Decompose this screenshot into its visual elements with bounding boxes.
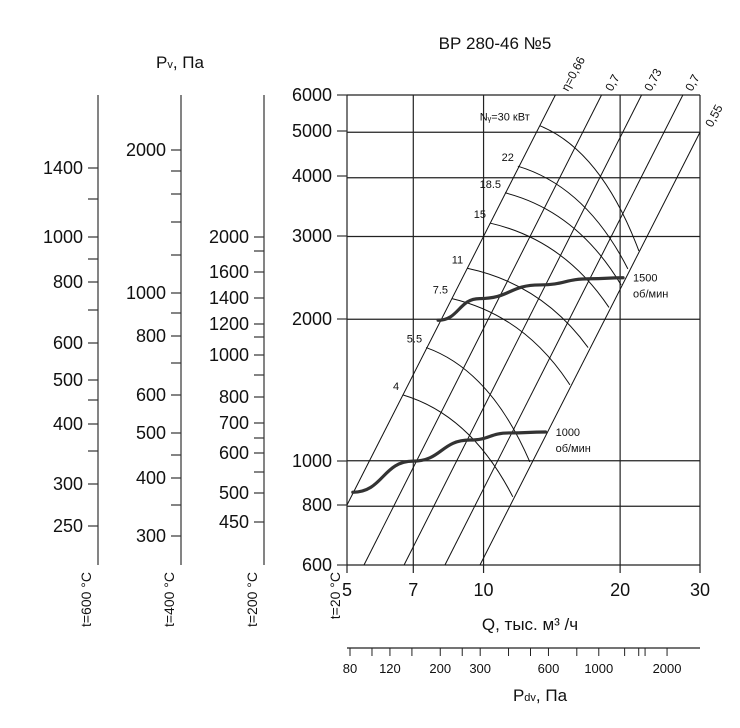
scale-tick-label: 600: [53, 333, 83, 353]
scale-tick-label: 300: [136, 526, 166, 546]
scale-tick-label: 1000: [292, 451, 332, 471]
scale-tick-label: 250: [53, 516, 83, 536]
efficiency-label: 0,7: [602, 72, 622, 94]
temperature-scale: 1400 1000 800 600 500 400 300 250 t=600 °C: [43, 95, 99, 627]
efficiency-label: 0,73: [641, 66, 664, 93]
scale-tick-label: 2000: [126, 140, 166, 160]
power-label: Nᵧ=30 кВт: [480, 112, 530, 124]
x-tick-label: 30: [690, 580, 710, 600]
x-axis-label: Q, тыс. м³ /ч: [482, 615, 578, 634]
power-label: 4: [393, 381, 399, 393]
scale-tick-label: 800: [136, 326, 166, 346]
scale-tick-label: 1400: [209, 288, 249, 308]
power-curve: [467, 267, 589, 348]
speed-label: 1000: [556, 427, 580, 439]
power-label: 22: [502, 152, 514, 164]
scale-tick-label: 300: [53, 474, 83, 494]
speed-label: 1500: [633, 273, 657, 285]
pdv-tick-label: 1000: [584, 661, 613, 676]
efficiency-line: [403, 94, 643, 566]
scale-tick-label: 600: [302, 555, 332, 575]
power-label: 5.5: [407, 334, 422, 346]
scale-tick-label: 1600: [209, 262, 249, 282]
scale-tick-label: 1000: [209, 345, 249, 365]
power-curve: [517, 165, 629, 270]
pdv-scale: 80 120 200 300 600 1000 2000: [343, 647, 700, 676]
power-label: 18.5: [480, 179, 501, 191]
efficiency-line: [444, 94, 684, 566]
scale-tick-label: 4000: [292, 166, 332, 186]
scale-tick-label: 400: [53, 414, 83, 434]
chart-title: ВР 280-46 №5: [439, 34, 552, 53]
pdv-tick-label: 120: [379, 661, 401, 676]
efficiency-label: 0,55: [702, 102, 725, 129]
scale-tick-label: 2000: [292, 309, 332, 329]
power-label: 11: [452, 254, 463, 266]
efficiency-label: 0,7: [682, 72, 702, 94]
scale-tick-label: 400: [136, 468, 166, 488]
power-curve: [451, 298, 571, 386]
grid: 5 7 10 20 30: [342, 94, 710, 600]
scale-temperature-label: t=200 °C: [244, 572, 260, 627]
x-tick-label: 7: [408, 580, 418, 600]
efficiency-label: η=0,66: [558, 54, 588, 94]
x-tick-label: 20: [610, 580, 630, 600]
power-curve: [539, 125, 640, 252]
power-curve: [489, 222, 610, 308]
scale-tick-label: 6000: [292, 85, 332, 105]
pv-axis-label: Pv, Па: [156, 53, 205, 72]
speed-curve: [436, 276, 625, 322]
pdv-tick-label: 2000: [653, 661, 682, 676]
scale-tick-label: 450: [219, 512, 249, 532]
power-curve: [403, 394, 514, 498]
power-label: 15: [474, 209, 486, 221]
power-label: 7.5: [433, 285, 448, 297]
scale-tick-label: 700: [219, 413, 249, 433]
speed-label-unit: об/мин: [556, 443, 591, 455]
efficiency-line: [363, 94, 602, 566]
pdv-tick-label: 80: [343, 661, 357, 676]
scale-tick-label: 500: [53, 370, 83, 390]
scale-tick-label: 500: [136, 423, 166, 443]
speed-curves: 1500 об/мин 1000 об/мин: [351, 273, 668, 494]
x-tick-label: 5: [342, 580, 352, 600]
efficiency-line: [479, 131, 701, 566]
pdv-tick-label: 600: [538, 661, 560, 676]
scale-temperature-label: t=20 °C: [327, 572, 343, 619]
pdv-tick-label: 200: [429, 661, 451, 676]
power-curves: Nᵧ=30 кВт 22 18.5 15 11 7.5 5.5 4: [393, 112, 640, 498]
efficiency-line: [346, 94, 556, 506]
scale-tick-label: 600: [219, 443, 249, 463]
x-tick-label: 10: [474, 580, 494, 600]
pdv-tick-label: 300: [469, 661, 491, 676]
speed-curve: [351, 430, 548, 494]
scale-tick-label: 1200: [209, 314, 249, 334]
temperature-scale: 2000 1000 800 600 500 400 300 t=400 °C: [126, 95, 182, 627]
scale-tick-label: 600: [136, 385, 166, 405]
power-curve: [425, 347, 531, 463]
scale-temperature-label: t=400 °C: [161, 572, 177, 627]
scale-tick-label: 1000: [43, 227, 83, 247]
scale-tick-label: 800: [219, 387, 249, 407]
speed-label-unit: об/мин: [633, 289, 668, 301]
scale-tick-label: 3000: [292, 226, 332, 246]
scale-tick-label: 800: [53, 272, 83, 292]
scale-temperature-label: t=600 °C: [78, 572, 94, 627]
efficiency-lines: η=0,66 0,7 0,73 0,70,55: [346, 54, 726, 566]
scale-tick-label: 1000: [126, 283, 166, 303]
pdv-axis-label: Pdv, Па: [513, 686, 568, 705]
scale-tick-label: 500: [219, 483, 249, 503]
scale-tick-label: 800: [302, 495, 332, 515]
power-curve: [504, 192, 622, 286]
scale-tick-label: 1400: [43, 158, 83, 178]
scale-tick-label: 2000: [209, 227, 249, 247]
temperature-scales: 1400 1000 800 600 500 400 300 250 t=600 °C 2000 10…: [43, 85, 347, 627]
temperature-scale: 2000 1600 1400 1200 1000 800 700 600 500 450 t=200…: [209, 95, 265, 627]
scale-tick-label: 5000: [292, 121, 332, 141]
